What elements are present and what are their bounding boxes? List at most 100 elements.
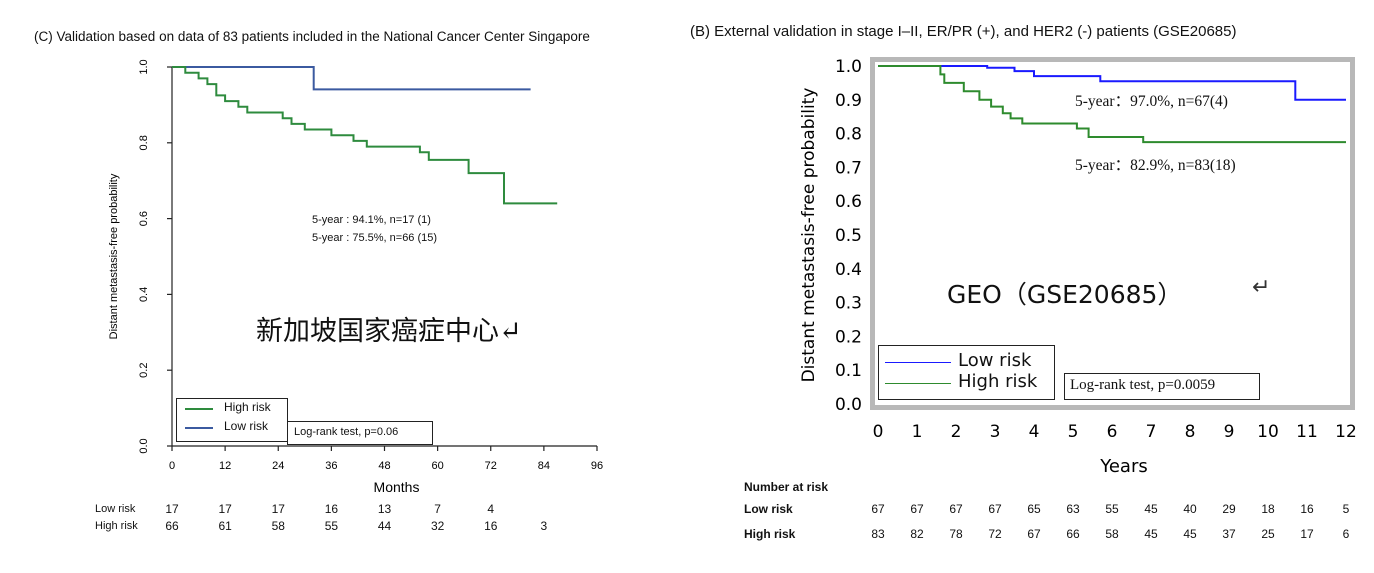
panel-c-logrank-text: Log-rank test, p=0.06 <box>294 426 399 438</box>
x-tick-label: 11 <box>1296 422 1318 442</box>
panel-c-overlay-text: 新加坡国家癌症中心↵ <box>256 316 522 347</box>
risk-count: 55 <box>324 519 339 533</box>
legend-high-swatch <box>185 408 213 410</box>
x-tick-label: 36 <box>325 460 337 472</box>
y-tick-label: 0.2 <box>138 363 150 378</box>
risk-count: 63 <box>1066 502 1080 516</box>
x-tick-label: 7 <box>1146 422 1157 442</box>
y-tick-label: 0.4 <box>835 260 862 280</box>
x-axis-label: Months <box>374 479 420 495</box>
legend-high-label: High risk <box>224 400 271 414</box>
legend-low-swatch <box>885 362 951 363</box>
y-tick-label: 0.2 <box>835 327 862 347</box>
y-tick-label: 0.6 <box>138 211 150 226</box>
panel-b-legend: Low risk High risk <box>878 345 1055 400</box>
x-tick-label: 12 <box>219 460 231 472</box>
x-tick-label: 8 <box>1185 422 1196 442</box>
panel-b-frame <box>870 57 1355 410</box>
risk-count: 5 <box>1342 502 1350 516</box>
legend-low-swatch <box>185 427 213 429</box>
risk-count: 25 <box>1261 527 1275 541</box>
y-tick-label: 0.9 <box>835 91 862 111</box>
risk-count: 18 <box>1261 502 1275 516</box>
risk-count: 65 <box>1027 502 1041 516</box>
risk-count: 66 <box>165 519 179 533</box>
risk-count: 3 <box>540 519 548 533</box>
risk-count: 7 <box>434 502 441 516</box>
risk-count: 55 <box>1105 502 1119 516</box>
x-tick-label: 6 <box>1107 422 1118 442</box>
legend-low-label: Low risk <box>958 350 1032 371</box>
panel-b-logrank-text: Log-rank test, p=0.0059 <box>1070 377 1216 393</box>
risk-count: 4 <box>487 502 495 516</box>
panel-c-axes: 0 12 24 36 48 60 72 84 96 0.0 0.2 0.4 0.6 0.8 1.0 Month… <box>108 59 603 495</box>
legend-low-label: Low risk <box>224 419 269 433</box>
risk-count: 83 <box>871 527 885 541</box>
risk-count: 17 <box>165 502 179 516</box>
y-axis-label: Distant metastasis-free probability <box>799 88 819 383</box>
risk-count: 32 <box>430 519 445 533</box>
x-tick-label: 10 <box>1257 422 1279 442</box>
x-tick-label: 5 <box>1068 422 1079 442</box>
panel-b-risk-label-high: High risk <box>744 527 796 541</box>
x-tick-label: 3 <box>990 422 1001 442</box>
km-curve-low-risk <box>172 66 531 91</box>
risk-count: 78 <box>949 527 963 541</box>
risk-count: 67 <box>1027 527 1041 541</box>
legend-high-label: High risk <box>958 371 1038 392</box>
x-axis-label: Years <box>1099 456 1148 477</box>
panel-b-lines <box>878 65 1346 144</box>
panel-c-risk-label-high: High risk <box>95 520 138 532</box>
risk-count: 6 <box>1342 527 1350 541</box>
risk-count: 40 <box>1183 502 1197 516</box>
risk-count: 16 <box>484 519 498 533</box>
x-tick-label: 0 <box>873 422 884 442</box>
panel-c-legend: High risk Low risk <box>176 398 288 442</box>
risk-count: 13 <box>377 502 392 516</box>
risk-count: 45 <box>1183 527 1197 541</box>
panel-c-annotation-low: 5-year : 94.1%, n=17 (1) <box>312 214 431 226</box>
risk-count: 58 <box>1105 527 1119 541</box>
x-tick-label: 4 <box>1029 422 1040 442</box>
panel-c-risk-label-low: Low risk <box>95 503 136 515</box>
x-tick-label: 2 <box>951 422 962 442</box>
panel-b-risk-label-low: Low risk <box>744 502 793 516</box>
km-curve-low-risk <box>878 65 1346 101</box>
x-tick-label: 24 <box>272 460 284 472</box>
risk-count: 17 <box>1300 527 1314 541</box>
y-tick-label: 0.4 <box>138 287 150 302</box>
risk-count: 29 <box>1222 502 1236 516</box>
risk-count: 37 <box>1222 527 1236 541</box>
panel-b-title: (B) External validation in stage I–II, E… <box>690 23 1237 40</box>
y-tick-label: 0.3 <box>835 294 862 314</box>
risk-count: 61 <box>218 519 232 533</box>
y-tick-label: 0.0 <box>835 395 862 415</box>
y-tick-label: 0.7 <box>835 158 862 178</box>
risk-count: 67 <box>949 502 963 516</box>
y-tick-label: 0.0 <box>138 438 150 453</box>
risk-count: 17 <box>218 502 232 516</box>
x-tick-label: 60 <box>432 460 444 472</box>
panel-c-lines <box>172 66 558 205</box>
y-tick-label: 1.0 <box>138 59 150 74</box>
risk-count: 45 <box>1144 502 1158 516</box>
panel-c-logrank: Log-rank test, p=0.06 <box>287 421 433 445</box>
panel-b-risk-heading: Number at risk <box>744 480 829 494</box>
y-tick-label: 0.6 <box>835 192 862 212</box>
risk-count: 16 <box>1300 502 1314 516</box>
panel-b-annotation-high: 5-year：82.9%, n=83(18) <box>1075 157 1236 174</box>
risk-count: 16 <box>324 502 339 516</box>
y-tick-label: 0.5 <box>835 226 862 246</box>
risk-count: 67 <box>871 502 885 516</box>
x-tick-label: 9 <box>1224 422 1235 442</box>
y-tick-label: 0.8 <box>138 135 150 150</box>
x-tick-label: 12 <box>1335 422 1357 442</box>
panel-c-title: (C) Validation based on data of 83 patie… <box>34 29 590 44</box>
panel-b-overlay-text: GEO（GSE20685） <box>947 280 1183 309</box>
x-tick-label: 1 <box>912 422 923 442</box>
panel-b-logrank: Log-rank test, p=0.0059 <box>1064 373 1260 400</box>
km-curve-high-risk <box>172 66 558 205</box>
risk-count: 82 <box>910 527 924 541</box>
km-curve-high-risk <box>878 65 1346 144</box>
